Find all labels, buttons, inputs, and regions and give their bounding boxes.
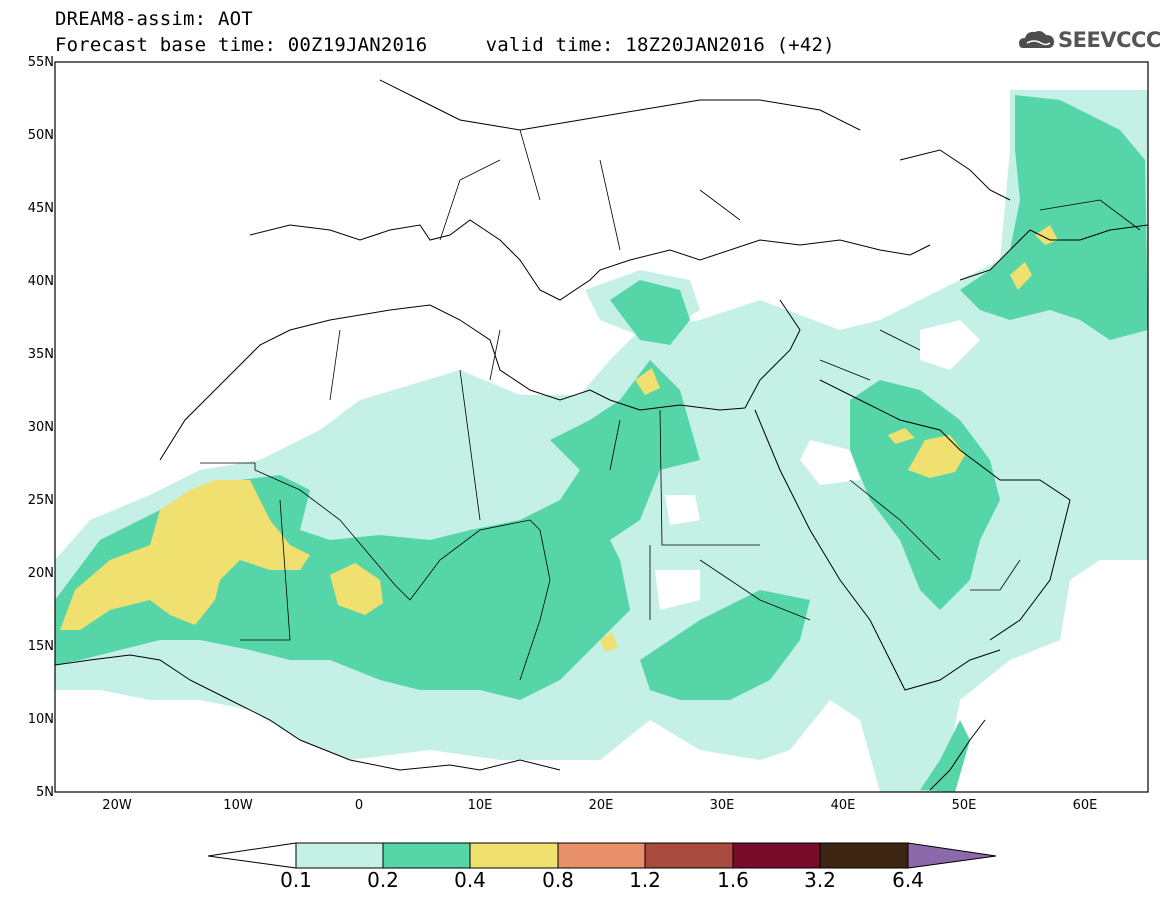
map-frame bbox=[54, 61, 1149, 793]
lon-label-30e: 30E bbox=[709, 798, 735, 813]
lon-label-20e: 20E bbox=[588, 798, 614, 813]
aot-clear-areas bbox=[655, 320, 980, 610]
lon-label-60e: 60E bbox=[1072, 798, 1098, 813]
lat-label-55n: 55N bbox=[27, 55, 54, 70]
colorbar-swatch-1-6 bbox=[732, 842, 821, 869]
lon-label-0: 0 bbox=[354, 798, 364, 813]
lat-label-45n: 45N bbox=[27, 201, 54, 216]
lat-label-10n: 10N bbox=[27, 712, 54, 727]
aot-shading bbox=[55, 90, 1148, 792]
colorbar-label-0-1: 0.1 bbox=[280, 868, 312, 892]
colorbar-swatch-0-4 bbox=[469, 842, 559, 869]
lat-label-5n: 5N bbox=[36, 785, 54, 800]
colorbar-swatch-0-2 bbox=[382, 842, 471, 869]
lat-label-20n: 20N bbox=[27, 566, 54, 581]
colorbar-label-1-6: 1.6 bbox=[717, 868, 749, 892]
colorbar-label-0-4: 0.4 bbox=[454, 868, 486, 892]
colorbar-label-0-8: 0.8 bbox=[542, 868, 574, 892]
colorbar-arrow-low bbox=[207, 842, 297, 869]
colorbar-swatch-3-2 bbox=[819, 842, 909, 869]
colorbar-swatch-1-2 bbox=[644, 842, 734, 869]
map-title: DREAM8-assim: AOT bbox=[55, 8, 253, 30]
colorbar-swatch-0-1 bbox=[295, 842, 384, 869]
lon-label-10e: 10E bbox=[467, 798, 493, 813]
cloud-icon bbox=[1019, 31, 1054, 48]
lon-label-50e: 50E bbox=[951, 798, 977, 813]
aot-level-0-2 bbox=[55, 95, 1148, 792]
lat-label-35n: 35N bbox=[27, 347, 54, 362]
colorbar-label-3-2: 3.2 bbox=[804, 868, 836, 892]
colorbar-label-1-2: 1.2 bbox=[629, 868, 661, 892]
colorbar-arrow-high bbox=[907, 842, 997, 869]
colorbar-label-0-2: 0.2 bbox=[367, 868, 399, 892]
lat-label-25n: 25N bbox=[27, 493, 54, 508]
forecast-time-subtitle: Forecast base time: 00Z19JAN2016 valid t… bbox=[55, 34, 835, 56]
lat-label-50n: 50N bbox=[27, 128, 54, 143]
lon-label-10w: 10W bbox=[223, 798, 253, 813]
coastlines bbox=[55, 79, 1148, 791]
logo-text: SEEVCCC bbox=[1058, 28, 1161, 52]
lon-label-20w: 20W bbox=[102, 798, 132, 813]
colorbar-swatch-0-8 bbox=[557, 842, 646, 869]
lat-label-40n: 40N bbox=[27, 274, 54, 289]
colorbar-label-6-4: 6.4 bbox=[892, 868, 924, 892]
lat-label-30n: 30N bbox=[27, 420, 54, 435]
country-borders bbox=[200, 129, 1141, 681]
lon-label-40e: 40E bbox=[830, 798, 856, 813]
aot-level-0-4 bbox=[60, 225, 1058, 652]
lat-label-15n: 15N bbox=[27, 639, 54, 654]
